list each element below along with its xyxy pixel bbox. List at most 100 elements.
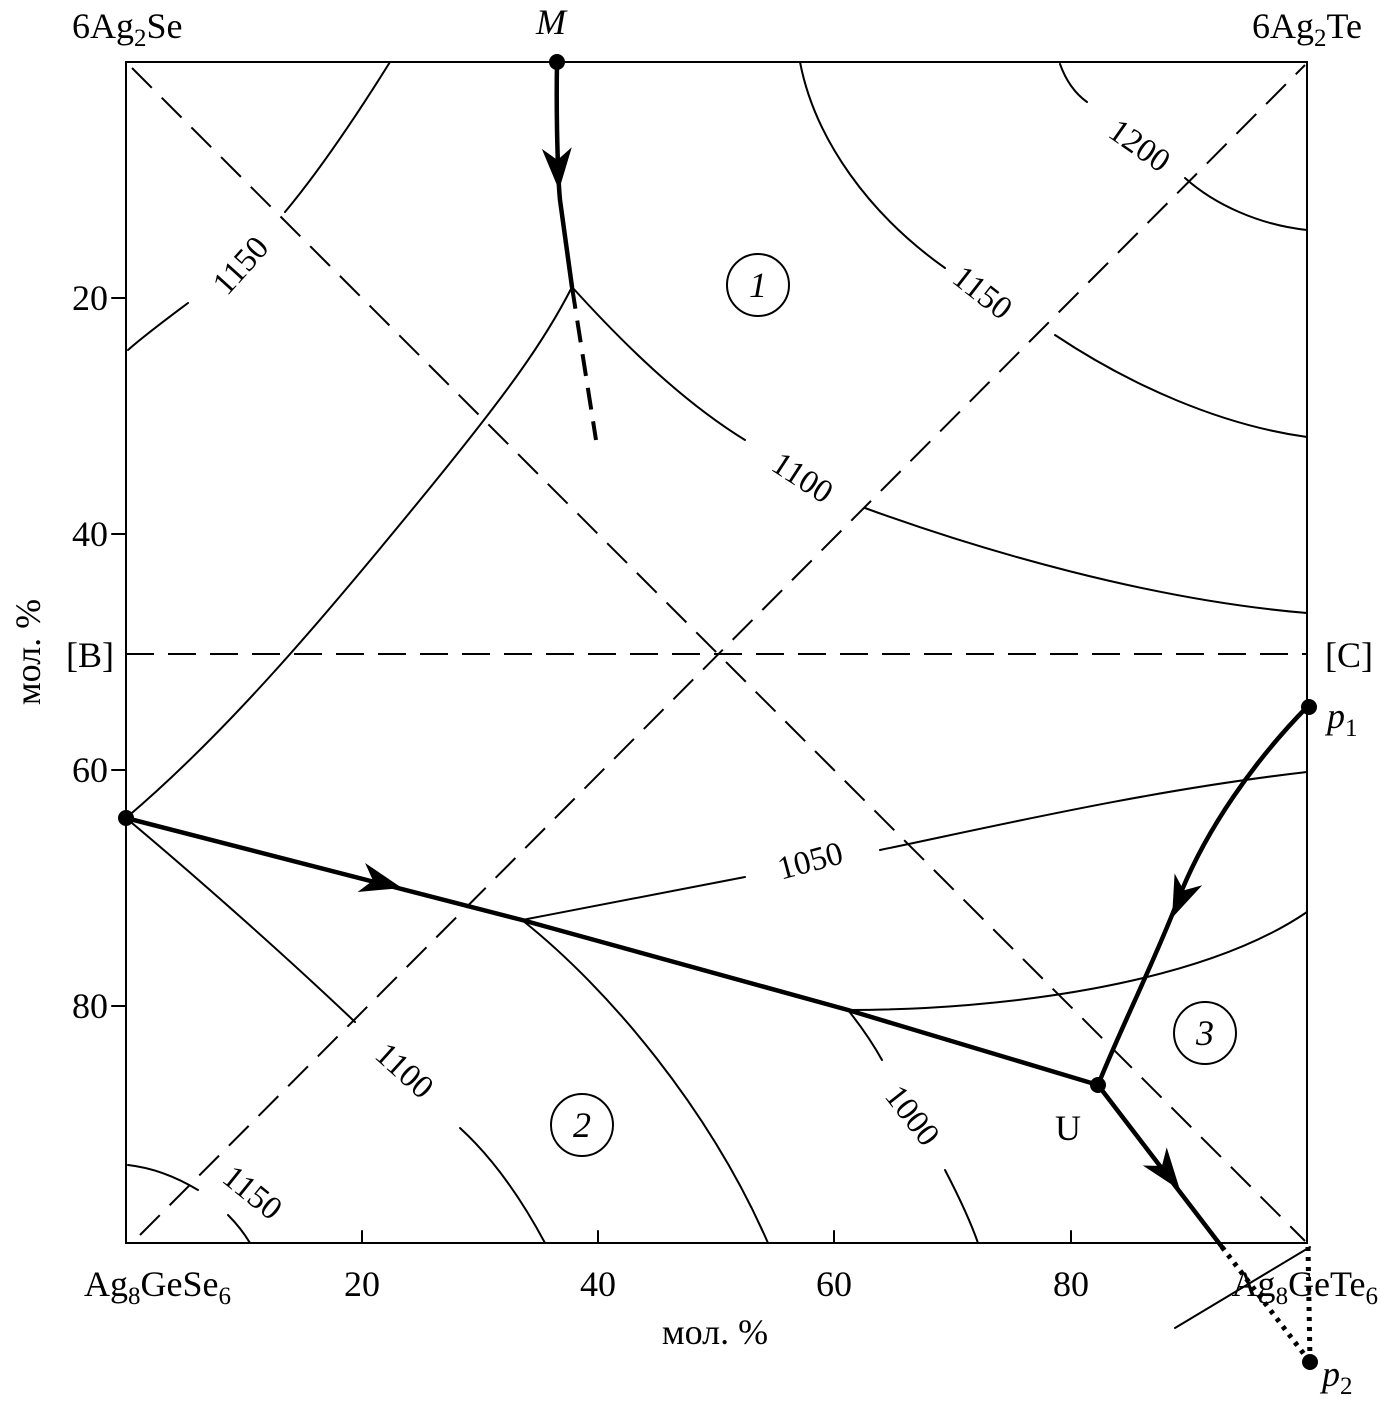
point-symbol: p (1319, 1354, 1340, 1394)
isotherm-curve (125, 817, 356, 1023)
isotherm-curve (944, 1169, 979, 1244)
section-end-left-label: [B] (66, 635, 114, 675)
arrow-down-right-icon (1142, 1147, 1180, 1190)
isotherm-curve (227, 1214, 251, 1244)
plot-frame (125, 61, 1308, 1244)
isotherm-label: 1000 (877, 1079, 946, 1153)
formula-part: Ag (84, 1264, 128, 1304)
formula-part: 6Ag (72, 6, 134, 46)
isotherm-curve (847, 911, 1308, 1011)
formula-part: 6Ag (1252, 6, 1314, 46)
field-number: 2 (573, 1105, 591, 1145)
formula-subscript: 2 (134, 25, 147, 52)
diagonal-section-se-te (131, 67, 1306, 1242)
isotherm-labels: 1150 1200 1150 1100 1050 1100 1000 1150 (206, 113, 1176, 1228)
point-symbol: p (1324, 696, 1345, 736)
point-m (549, 54, 565, 70)
x-axis-label: мол. % (662, 1312, 768, 1352)
formula-part: Se (147, 6, 183, 46)
boundary-extension-line (1174, 1246, 1311, 1329)
x-tick-label: 20 (344, 1264, 380, 1304)
isotherm-curve (1054, 334, 1308, 438)
isotherm-curve (127, 302, 189, 351)
formula-subscript: 2 (1314, 25, 1327, 52)
point-p2-label: p2 (1319, 1354, 1353, 1400)
isotherm-curve (1184, 177, 1308, 231)
field-ring (1173, 1001, 1237, 1065)
isotherm-label: 1150 (216, 1159, 289, 1228)
point-boundary-se (118, 810, 134, 826)
point-u-label: U (1055, 1108, 1081, 1148)
section-end-right-label: [C] (1325, 635, 1373, 675)
corner-label-top-right: 6Ag2Te (1252, 6, 1362, 52)
point-p1 (1301, 699, 1317, 715)
field-boundary-curve (125, 286, 573, 819)
y-tick-label: 20 (72, 278, 108, 318)
special-points (118, 54, 1318, 1370)
y-tick-label: 40 (72, 514, 108, 554)
arrow-down-icon (541, 147, 572, 190)
isotherm-curve (459, 1127, 546, 1244)
field-marker-3: 3 (1173, 1001, 1237, 1065)
x-tick-label: 40 (580, 1264, 616, 1304)
formula-subscript: 8 (1276, 1283, 1289, 1310)
isotherm-curve (127, 1164, 199, 1191)
y-axis-label: мол. % (8, 599, 48, 705)
x-tick-labels: 20 40 60 80 (344, 1264, 1089, 1304)
isotherm-curve (799, 61, 946, 269)
field-number: 1 (749, 265, 767, 305)
isotherm-curve (864, 507, 1308, 614)
point-subscript: 2 (1340, 1373, 1353, 1400)
monovariant-line-m (554, 59, 575, 290)
field-ring (726, 253, 790, 317)
dotted-line-to-p2 (1220, 1245, 1312, 1364)
isotherm-curve (847, 1009, 883, 1061)
corner-label-bottom-right: Ag8GeTe6 (1232, 1264, 1378, 1310)
diagonal-section-gese-te (139, 64, 1306, 1236)
formula-part: GeTe (1288, 1264, 1365, 1304)
isotherm-curve (571, 286, 746, 441)
field-ring (550, 1093, 614, 1157)
formula-subscript: 8 (128, 1283, 141, 1310)
isotherm-curve (284, 61, 391, 213)
field-marker-1: 1 (726, 253, 790, 317)
direction-arrows (357, 147, 1203, 1190)
y-tick-label: 80 (72, 986, 108, 1026)
corner-label-top-left: 6Ag2Se (72, 6, 183, 52)
arrow-down-left-icon (1172, 873, 1203, 918)
point-m-label: M (535, 2, 568, 42)
metastable-boundary-dashed (570, 286, 598, 441)
isotherm-curve (1059, 63, 1088, 103)
field-number: 3 (1195, 1013, 1214, 1053)
y-tick-label: 60 (72, 750, 108, 790)
isotherm-label: 1100 (765, 446, 839, 511)
dashed-sections (126, 64, 1307, 1242)
corner-label-bottom-left: Ag8GeSe6 (84, 1264, 231, 1310)
monovariant-line-to-u (123, 815, 1101, 1088)
isotherm-label: 1150 (945, 259, 1018, 327)
point-subscript: 1 (1345, 715, 1358, 742)
x-axis-ticks (361, 1230, 1072, 1244)
formula-part: Ag (1232, 1264, 1276, 1304)
formula-subscript: 6 (1366, 1283, 1379, 1310)
monovariant-lines (123, 59, 1313, 1364)
isotherm-label: 1100 (368, 1036, 440, 1106)
y-tick-labels: 20 40 60 80 (72, 278, 108, 1026)
field-marker-2: 2 (550, 1093, 614, 1157)
isotherm-curve (521, 919, 769, 1244)
isotherm-label: 1150 (206, 230, 276, 302)
x-tick-label: 60 (816, 1264, 852, 1304)
isotherm-label: 1050 (774, 836, 847, 888)
formula-subscript: 6 (218, 1283, 231, 1310)
point-p2 (1302, 1354, 1318, 1370)
isotherm-label: 1200 (1102, 113, 1177, 180)
x-tick-label: 80 (1053, 1264, 1089, 1304)
arrow-right-icon (357, 862, 402, 893)
point-u (1090, 1077, 1106, 1093)
isotherm-curve (521, 876, 746, 921)
formula-part: Te (1327, 6, 1362, 46)
y-axis-ticks (111, 297, 127, 1007)
isotherm-curves (125, 61, 1311, 1329)
